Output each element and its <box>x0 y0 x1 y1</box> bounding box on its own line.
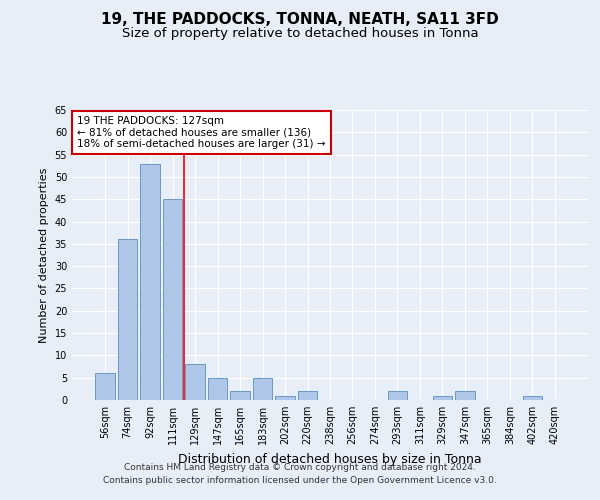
Bar <box>163 199 182 400</box>
Bar <box>95 373 115 400</box>
Bar <box>118 240 137 400</box>
Bar <box>253 378 272 400</box>
Bar <box>455 391 475 400</box>
Bar <box>230 391 250 400</box>
Bar <box>433 396 452 400</box>
Text: 19 THE PADDOCKS: 127sqm
← 81% of detached houses are smaller (136)
18% of semi-d: 19 THE PADDOCKS: 127sqm ← 81% of detache… <box>77 116 326 149</box>
Bar <box>388 391 407 400</box>
X-axis label: Distribution of detached houses by size in Tonna: Distribution of detached houses by size … <box>178 452 482 466</box>
Bar <box>185 364 205 400</box>
Text: Contains public sector information licensed under the Open Government Licence v3: Contains public sector information licen… <box>103 476 497 485</box>
Text: 19, THE PADDOCKS, TONNA, NEATH, SA11 3FD: 19, THE PADDOCKS, TONNA, NEATH, SA11 3FD <box>101 12 499 28</box>
Y-axis label: Number of detached properties: Number of detached properties <box>39 168 49 342</box>
Text: Contains HM Land Registry data © Crown copyright and database right 2024.: Contains HM Land Registry data © Crown c… <box>124 464 476 472</box>
Bar <box>208 378 227 400</box>
Bar <box>140 164 160 400</box>
Bar <box>523 396 542 400</box>
Text: Size of property relative to detached houses in Tonna: Size of property relative to detached ho… <box>122 28 478 40</box>
Bar <box>298 391 317 400</box>
Bar <box>275 396 295 400</box>
